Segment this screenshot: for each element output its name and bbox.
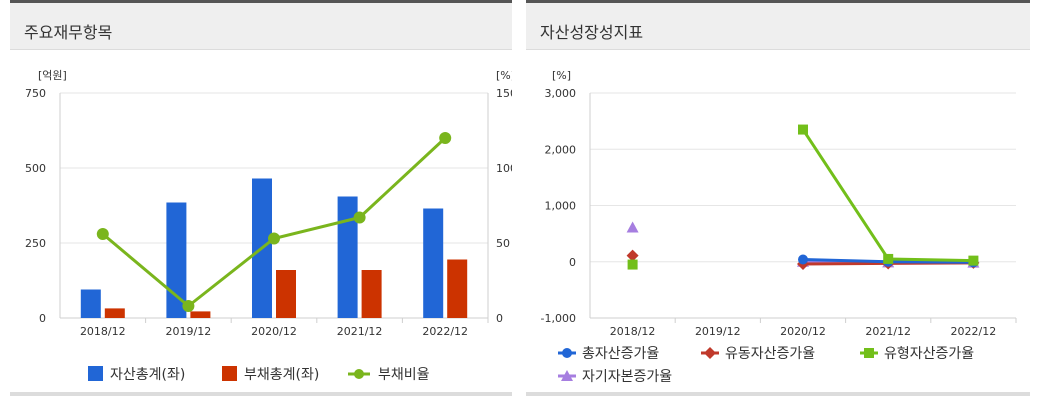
legend-label: 유동자산증가율 <box>725 346 815 362</box>
right-tick-label: 0 <box>496 312 503 325</box>
debt-ratio-line <box>101 136 447 308</box>
panel-header: 주요재무항목 <box>10 0 512 50</box>
asset-bar <box>80 289 101 318</box>
x-tick-label: 2020/12 <box>780 325 826 338</box>
growth-series-point <box>626 221 639 233</box>
right-tick-label: 100 <box>496 162 512 175</box>
legend-ratio-label: 부채비율 <box>378 367 430 383</box>
y-tick-label: 1,000 <box>545 200 577 213</box>
legend-debt-swatch <box>222 366 237 381</box>
legend-label: 유형자산증가율 <box>884 346 974 362</box>
legend-swatch <box>562 348 572 358</box>
left-tick-label: 750 <box>25 87 46 100</box>
growth-series-point <box>626 249 639 262</box>
debt-bar <box>104 308 125 318</box>
legend-swatch <box>704 347 716 359</box>
debt-ratio-point <box>353 211 366 224</box>
left-tick-label: 0 <box>39 312 46 325</box>
left-axis-unit: [억원] <box>38 69 67 82</box>
debt-bar <box>361 270 382 318</box>
debt-bar <box>447 259 468 318</box>
debt-ratio-point <box>182 300 195 312</box>
y-tick-label: 0 <box>569 256 576 269</box>
growth-series-point <box>883 253 894 264</box>
x-tick-label: 2021/12 <box>337 325 383 338</box>
legend-label: 총자산증가율 <box>582 346 659 362</box>
panel-title: 자산성장성지표 <box>540 23 644 42</box>
x-tick-label: 2020/12 <box>251 325 297 338</box>
legend-ratio-swatch <box>354 369 364 379</box>
x-tick-label: 2019/12 <box>166 325 212 338</box>
y-tick-label: 2,000 <box>545 143 577 156</box>
panel-header: 자산성장성지표 <box>526 0 1030 50</box>
growth-series-point <box>798 254 808 265</box>
right-tick-label: 50 <box>496 237 510 250</box>
legend-label: 자기자본증가율 <box>582 369 672 385</box>
asset-bar <box>423 208 444 318</box>
growth-series-point <box>627 259 638 270</box>
growth-series-point <box>798 124 808 135</box>
financial-items-chart: [억원][%]75015050010025050002018/122019/12… <box>25 69 512 383</box>
asset-bar <box>337 196 358 318</box>
debt-ratio-point <box>268 232 280 245</box>
y-tick-label: 3,000 <box>545 87 577 100</box>
left-tick-label: 250 <box>25 237 46 250</box>
debt-bar <box>276 270 296 318</box>
right-tick-label: 150 <box>496 87 512 100</box>
debt-ratio-point <box>439 132 452 144</box>
panel-title: 주요재무항목 <box>24 23 113 42</box>
left-tick-label: 500 <box>25 162 46 175</box>
legend-swatch <box>864 348 874 358</box>
legend-debt-label: 부채총계(좌) <box>244 367 319 383</box>
debt-ratio-point <box>96 228 109 240</box>
y-tick-label: -1,000 <box>541 312 576 325</box>
growth-series-point <box>968 255 979 266</box>
asset-growth-chart: [%] 3,000 2,000 1,000 0 -1,000 2018/12 2019/12 2… <box>541 69 1017 385</box>
right-axis-unit: [%] <box>496 69 512 82</box>
x-tick-label: 2018/12 <box>80 325 126 338</box>
x-tick-label: 2021/12 <box>865 325 911 338</box>
asset-growth-panel: 자산성장성지표 [%] 3,000 2,000 1,000 0 -1,000 2018/12… <box>526 0 1030 396</box>
asset-bar <box>166 202 187 318</box>
legend-swatch <box>561 370 573 381</box>
x-tick-label: 2018/12 <box>610 325 656 338</box>
axis-unit: [%] <box>552 69 571 82</box>
legend-asset-label: 자산총계(좌) <box>110 367 185 383</box>
panel-bottom-border <box>526 392 1030 396</box>
panel-bottom-border <box>10 392 512 396</box>
x-tick-label: 2022/12 <box>422 325 468 338</box>
x-tick-label: 2019/12 <box>695 325 741 338</box>
debt-bar <box>190 311 211 318</box>
legend-asset-swatch <box>88 366 103 381</box>
financial-items-panel: 주요재무항목 [억원][%]75015050010025050002018/12… <box>10 0 512 396</box>
x-tick-label: 2022/12 <box>951 325 997 338</box>
